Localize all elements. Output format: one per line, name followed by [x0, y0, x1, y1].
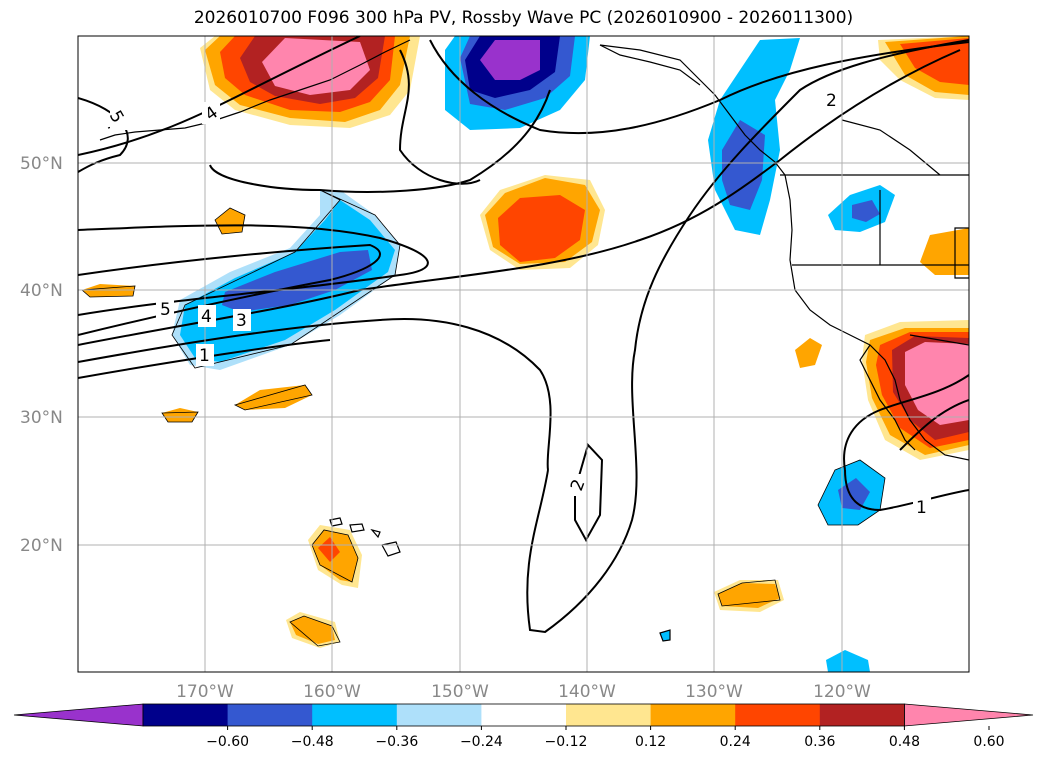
colorbar-ticks: −0.60 −0.48 −0.36 −0.24 −0.12 0.12 0.24 0.36 0.4… [206, 726, 1005, 750]
lon-label: 170°W [176, 682, 234, 702]
colorbar-swatch [566, 704, 652, 726]
colorbar-tick-label: 0.24 [720, 734, 751, 750]
colorbar-swatch [819, 704, 905, 726]
colorbar-tick-label: −0.36 [375, 734, 418, 750]
colorbar-swatch [735, 704, 821, 726]
colorbar-tick-label: −0.48 [291, 734, 334, 750]
colorbar-tick-label: −0.24 [460, 734, 503, 750]
pv-thick-contours [78, 36, 969, 634]
lat-label: 20°N [20, 536, 63, 556]
colorbar-tick-label: 0.48 [889, 734, 920, 750]
colorbar-tick-label: 0.12 [635, 734, 666, 750]
colorbar-outline [142, 703, 905, 727]
contour-label: 5 [160, 300, 171, 320]
lat-label: 30°N [20, 408, 63, 428]
colorbar-swatch [312, 704, 398, 726]
lat-label: 50°N [20, 154, 63, 174]
colorbar-swatch [481, 704, 567, 726]
lon-label: 140°W [558, 682, 616, 702]
colorbar-swatch [650, 704, 736, 726]
longitude-labels: 170°W 160°W 150°W 140°W 130°W 120°W [176, 682, 871, 702]
colorbar-swatch [227, 704, 313, 726]
lon-label: 120°W [813, 682, 871, 702]
colorbar-swatch [396, 704, 482, 726]
colorbar-swatch [143, 704, 229, 726]
colorbar-tick-label: 0.60 [973, 734, 1004, 750]
negative-anomaly-gulf-alaska [445, 36, 590, 130]
contour-label: 3 [236, 311, 247, 331]
hawaiian-islands [329, 517, 671, 642]
contour-label: 2 [826, 91, 837, 111]
colorbar-extend-low [13, 703, 144, 727]
colorbar-tick-label: −0.12 [545, 734, 588, 750]
colorbar-extend-high [904, 703, 1034, 727]
colorbar-tick-label: −0.60 [206, 734, 249, 750]
coastline [599, 44, 969, 461]
lon-label: 160°W [303, 682, 361, 702]
lat-label: 40°N [20, 281, 63, 301]
contour-labels: 5 4 3 1 2 2 1 4 5 [105, 89, 931, 518]
latitude-labels: 50°N 40°N 30°N 20°N [20, 154, 63, 556]
map-title: 2026010700 F096 300 hPa PV, Rossby Wave … [193, 8, 854, 28]
positive-anomaly-california [862, 320, 969, 460]
colorbar [13, 703, 1034, 727]
colorbar-tick-label: 0.36 [804, 734, 835, 750]
lon-label: 130°W [685, 682, 743, 702]
map-border [77, 35, 970, 673]
contour-label: 1 [916, 498, 927, 518]
contour-label: 1 [199, 346, 210, 366]
positive-anomaly-alaska [200, 36, 420, 128]
positive-anomaly-central-pacific [480, 175, 605, 270]
contour-label: 4 [201, 307, 212, 327]
lon-label: 150°W [431, 682, 489, 702]
